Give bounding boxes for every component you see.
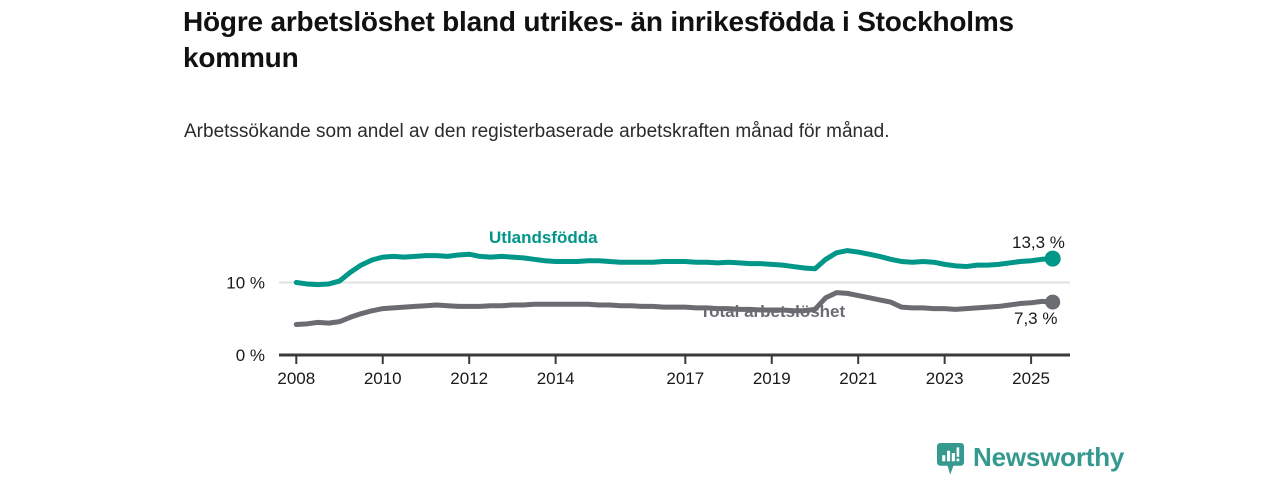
x-tick-label: 2025 [1012,369,1050,388]
series-end-markers [1044,250,1061,310]
x-tick-label: 2008 [277,369,315,388]
series-label-total-arbetsloshet: Total arbetslöshet [700,302,845,321]
line-utlandsfodda [293,248,1056,288]
chart-subtitle: Arbetssökande som andel av den registerb… [184,121,890,142]
line-total-arbetsloshet [293,290,1056,328]
x-tick-label: 2021 [839,369,877,388]
y-axis-tick-labels: 0 % 10 % [226,274,265,366]
end-value-total-arbetsloshet: 7,3 % [1014,309,1057,328]
x-tick-label: 2010 [364,369,402,388]
series-label-utlandsfodda: Utlandsfödda [489,228,598,247]
x-axis-ticks [295,355,1033,364]
x-tick-label: 2023 [926,369,964,388]
newsworthy-logo: Newsworthy [937,443,1124,476]
newsworthy-wordmark: Newsworthy [973,442,1125,472]
x-tick-label: 2012 [450,369,488,388]
x-tick-label: 2014 [537,369,575,388]
x-tick-label: 2019 [753,369,791,388]
series-lines [293,248,1056,328]
end-value-utlandsfodda: 13,3 % [1012,233,1065,252]
page-title: Högre arbetslöshet bland utrikes- än inr… [183,6,1014,74]
x-tick-label: 2017 [666,369,704,388]
newsworthy-bar-chart-bubble-icon [937,443,964,475]
end-dot-total-arbetsloshet [1045,294,1061,310]
end-dot-utlandsfodda [1044,250,1061,267]
x-axis-tick-labels: 2008 2010 2012 2014 2017 2019 2021 2023 2025 [277,369,1050,388]
y-tick-label: 0 % [236,346,265,365]
y-tick-label: 10 % [226,274,265,293]
x-axis [279,353,1070,364]
